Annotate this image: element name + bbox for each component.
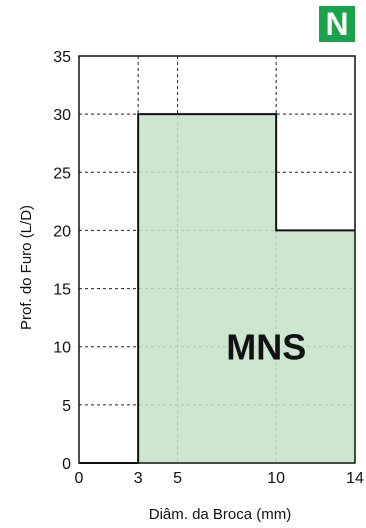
brand-badge: N — [319, 6, 355, 42]
x-tick-label: 3 — [134, 470, 143, 487]
y-tick-label: 35 — [53, 49, 71, 66]
region-label: MNS — [226, 327, 306, 368]
x-tick-label: 5 — [173, 470, 182, 487]
y-tick-labels: 0 5 10 15 20 25 30 35 — [53, 49, 71, 473]
y-tick-label: 20 — [53, 223, 71, 240]
y-tick-label: 0 — [62, 456, 71, 473]
y-tick-label: 15 — [53, 282, 71, 299]
x-tick-labels: 0 3 5 10 14 — [75, 470, 364, 487]
brand-badge-letter: N — [325, 6, 349, 42]
x-tick-label: 0 — [75, 470, 84, 487]
x-tick-label: 14 — [346, 470, 364, 487]
x-axis-label: Diâm. da Broca (mm) — [149, 506, 292, 523]
area-fill — [79, 114, 355, 464]
plot-frame — [78, 55, 356, 464]
x-tick-label: 10 — [267, 470, 285, 487]
y-tick-label: 25 — [53, 165, 71, 182]
y-axis-label: Prof. do Furo (L/D) — [18, 205, 35, 330]
y-tick-label: 5 — [62, 398, 71, 415]
y-tick-label: 10 — [53, 340, 71, 357]
y-tick-label: 30 — [53, 107, 71, 124]
